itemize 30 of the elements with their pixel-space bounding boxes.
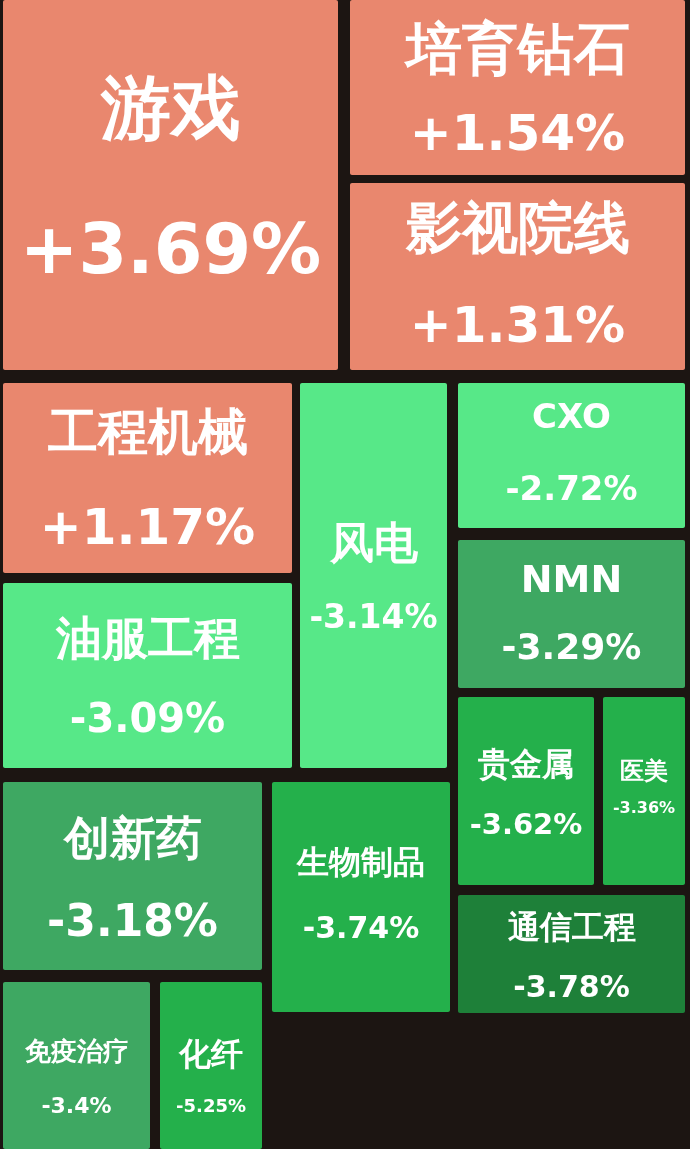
category-label: NMN xyxy=(520,557,623,602)
category-label: 油服工程 xyxy=(54,611,240,666)
category-label: 游戏 xyxy=(99,67,241,149)
data-label: +1.31% xyxy=(409,295,626,354)
category-label: 化纤 xyxy=(178,1035,243,1074)
data-label: -3.74% xyxy=(302,910,420,946)
category-label: 创新药 xyxy=(61,811,202,866)
data-label: -3.29% xyxy=(501,626,642,668)
category-label: 医美 xyxy=(620,757,668,786)
data-label: -3.18% xyxy=(47,895,218,946)
data-label: -3.62% xyxy=(469,806,583,841)
data-label: -3.14% xyxy=(309,596,438,636)
data-label: +1.17% xyxy=(39,498,256,557)
category-label: 生物制品 xyxy=(296,842,425,881)
category-label: 贵金属 xyxy=(478,744,574,783)
data-label: +1.54% xyxy=(409,103,626,162)
data-label: -3.4% xyxy=(41,1092,112,1118)
category-label: 免疫治疗 xyxy=(24,1036,129,1067)
data-label: -3.36% xyxy=(612,797,676,817)
category-label: 通信工程 xyxy=(507,908,636,947)
category-label: 工程机械 xyxy=(46,403,248,462)
data-label: -3.09% xyxy=(69,694,226,741)
category-label: 培育钻石 xyxy=(402,15,630,81)
data-label: -2.72% xyxy=(505,468,638,509)
data-label: -5.25% xyxy=(176,1095,246,1117)
data-label: +3.69% xyxy=(19,207,322,290)
category-label: CXO xyxy=(532,395,611,436)
category-label: 影视院线 xyxy=(404,194,630,260)
data-label: -3.78% xyxy=(513,969,630,1005)
category-label: 风电 xyxy=(328,516,419,568)
